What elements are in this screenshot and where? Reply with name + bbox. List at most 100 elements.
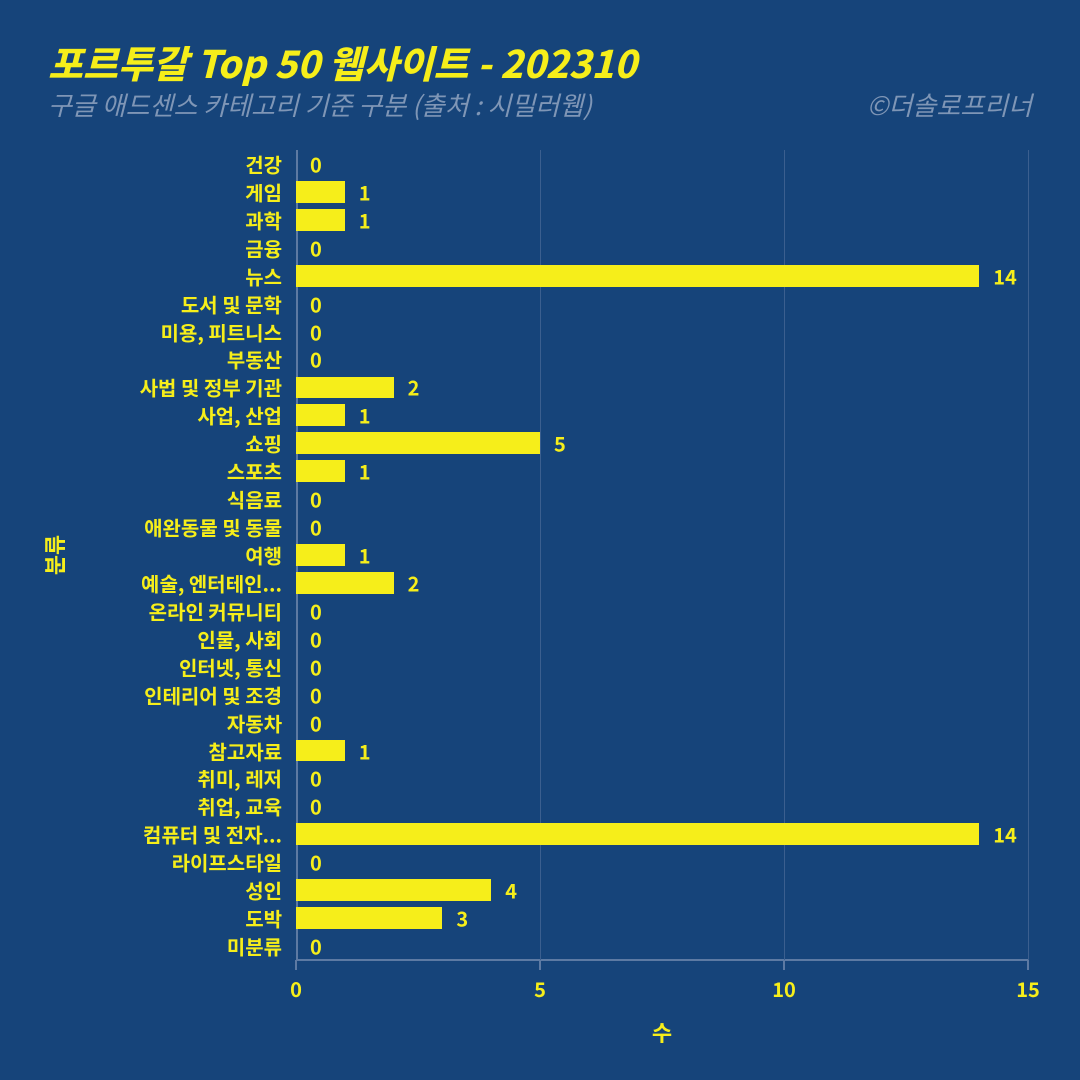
category-label: 취업, 교육 (197, 792, 282, 821)
bar-row: 2사법 및 정부 기관 (296, 377, 1028, 399)
category-label: 부동산 (227, 345, 282, 374)
category-label: 애완동물 및 동물 (144, 513, 282, 542)
bar-row: 0자동차 (296, 712, 1028, 734)
bar-value-label: 0 (310, 848, 322, 877)
bar-value-label: 0 (310, 513, 322, 542)
bar-value-label: 4 (505, 876, 517, 905)
bar-value-label: 2 (408, 568, 420, 597)
bar (296, 209, 345, 231)
bar-value-label: 1 (359, 177, 371, 206)
bar-value-label: 0 (310, 932, 322, 961)
bar-row: 0인터넷, 통신 (296, 656, 1028, 678)
bar (296, 907, 442, 929)
x-tick-label: 10 (772, 974, 796, 1003)
bar (296, 544, 345, 566)
category-label: 온라인 커뮤니티 (149, 596, 282, 625)
bar-value-label: 1 (359, 401, 371, 430)
category-label: 참고자료 (208, 736, 282, 765)
bar-row: 1사업, 산업 (296, 404, 1028, 426)
bar-row: 0취업, 교육 (296, 795, 1028, 817)
bar-row: 1과학 (296, 209, 1028, 231)
bar-value-label: 1 (359, 457, 371, 486)
x-tick (783, 960, 785, 970)
chart-subtitle: 구글 애드센스 카테고리 기준 구분 (출처 : 시밀러웹) (48, 86, 592, 123)
bar-row: 1여행 (296, 544, 1028, 566)
category-label: 게임 (245, 177, 282, 206)
bar (296, 879, 491, 901)
bar-value-label: 14 (993, 820, 1017, 849)
bar-row: 0인테리어 및 조경 (296, 684, 1028, 706)
category-label: 사업, 산업 (197, 401, 282, 430)
bar-row: 0인물, 사회 (296, 628, 1028, 650)
bar-row: 14컴퓨터 및 전자... (296, 823, 1028, 845)
bar-value-label: 0 (310, 317, 322, 346)
category-label: 과학 (245, 205, 282, 234)
bar-row: 0금융 (296, 237, 1028, 259)
category-label: 건강 (245, 149, 282, 178)
bar-row: 0온라인 커뮤니티 (296, 600, 1028, 622)
bar-value-label: 0 (310, 596, 322, 625)
category-label: 식음료 (227, 485, 282, 514)
bar-value-label: 0 (310, 792, 322, 821)
bar-value-label: 0 (310, 233, 322, 262)
category-label: 취미, 레저 (197, 764, 282, 793)
bar-row: 0건강 (296, 153, 1028, 175)
bar-row: 0부동산 (296, 349, 1028, 371)
category-label: 뉴스 (245, 261, 282, 290)
plot-area: 0건강1게임1과학0금융14뉴스0도서 및 문학0미용, 피트니스0부동산2사법… (296, 150, 1028, 960)
bar-row: 5쇼핑 (296, 432, 1028, 454)
bar-value-label: 1 (359, 540, 371, 569)
bar-value-label: 0 (310, 708, 322, 737)
bar-row: 14뉴스 (296, 265, 1028, 287)
category-label: 사법 및 정부 기관 (140, 373, 282, 402)
x-tick-label: 15 (1016, 974, 1040, 1003)
bar-value-label: 1 (359, 736, 371, 765)
bar-value-label: 0 (310, 289, 322, 318)
bar (296, 432, 540, 454)
bar (296, 404, 345, 426)
bar-row: 0미용, 피트니스 (296, 321, 1028, 343)
bar-value-label: 0 (310, 485, 322, 514)
category-label: 인터넷, 통신 (179, 652, 282, 681)
bar-value-label: 5 (554, 429, 566, 458)
bar-row: 0미분류 (296, 935, 1028, 957)
bar (296, 460, 345, 482)
bar-row: 2예술, 엔터테인... (296, 572, 1028, 594)
x-tick-label: 0 (290, 974, 302, 1003)
bar-value-label: 0 (310, 764, 322, 793)
bar-value-label: 2 (408, 373, 420, 402)
bar (296, 377, 394, 399)
x-tick (1027, 960, 1029, 970)
category-label: 여행 (245, 540, 282, 569)
bar-row: 1스포츠 (296, 460, 1028, 482)
category-label: 도박 (245, 904, 282, 933)
category-label: 자동차 (227, 708, 282, 737)
chart-canvas: 포르투갈 Top 50 웹사이트 - 202310 구글 애드센스 카테고리 기… (0, 0, 1080, 1080)
chart-title: 포르투갈 Top 50 웹사이트 - 202310 (48, 34, 637, 89)
category-label: 성인 (245, 876, 282, 905)
x-axis-line (296, 959, 1028, 961)
x-tick (539, 960, 541, 970)
y-axis-title: 분류 (38, 535, 70, 575)
bar-row: 0라이프스타일 (296, 851, 1028, 873)
x-tick (295, 960, 297, 970)
bar (296, 181, 345, 203)
bar-row: 0취미, 레저 (296, 768, 1028, 790)
category-label: 라이프스타일 (172, 848, 282, 877)
bar-row: 4성인 (296, 879, 1028, 901)
bar-value-label: 1 (359, 205, 371, 234)
category-label: 미분류 (227, 932, 282, 961)
bar-value-label: 0 (310, 680, 322, 709)
bar-row: 0도서 및 문학 (296, 293, 1028, 315)
bar-value-label: 0 (310, 149, 322, 178)
bar (296, 823, 979, 845)
bar-row: 3도박 (296, 907, 1028, 929)
bar-value-label: 0 (310, 652, 322, 681)
category-label: 컴퓨터 및 전자... (143, 820, 282, 849)
bar-value-label: 3 (456, 904, 468, 933)
category-label: 스포츠 (227, 457, 282, 486)
grid-line (1028, 150, 1029, 960)
category-label: 인테리어 및 조경 (144, 680, 282, 709)
bar-row: 0식음료 (296, 488, 1028, 510)
bar (296, 572, 394, 594)
